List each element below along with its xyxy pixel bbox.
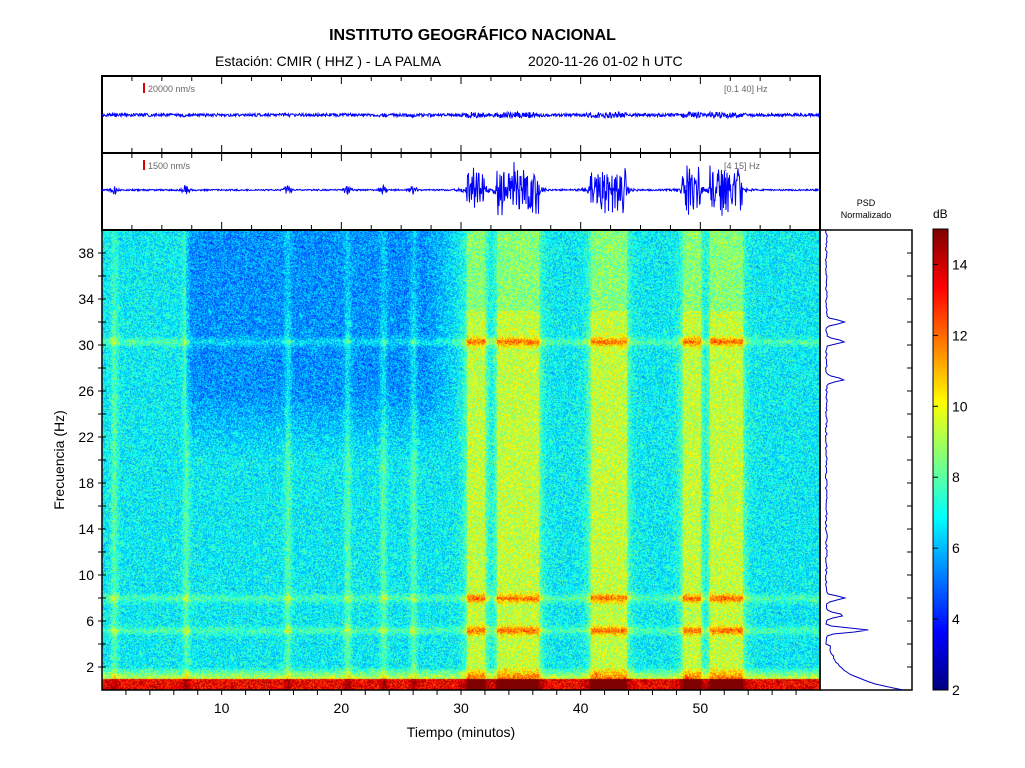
colorbar-tick-label: 10 (952, 398, 968, 414)
datetime-label: 2020-11-26 01-02 h UTC (528, 53, 683, 69)
page-title: INSTITUTO GEOGRÁFICO NACIONAL (329, 27, 616, 44)
colorbar-tick-label: 6 (952, 540, 960, 556)
colorbar-label: dB (933, 207, 948, 221)
y-tick-label: 38 (78, 245, 94, 261)
psd-subtitle: Normalizado (841, 210, 892, 220)
y-tick-label: 10 (78, 567, 94, 583)
colorbar-tick-label: 12 (952, 327, 968, 343)
seismogram-trace-broadband (101, 110, 820, 120)
spectrogram-frame (101, 229, 821, 691)
x-tick-label: 30 (453, 700, 469, 716)
colorbar-frame (932, 228, 949, 691)
scale-bar-icon (143, 83, 145, 93)
y-tick-label: 30 (78, 337, 94, 353)
trace-band-label: [0.1 40] Hz (724, 84, 768, 94)
y-tick-label: 2 (86, 659, 94, 675)
spectrogram-heatmap (102, 230, 820, 690)
colorbar-tick-label: 2 (952, 682, 960, 698)
trace-scale-label: 1500 nm/s (148, 161, 191, 171)
seismogram-trace-filtered (101, 162, 820, 216)
station-label: Estación: CMIR ( HHZ ) - LA PALMA (215, 53, 442, 69)
trace-band-label: [4 15] Hz (724, 161, 761, 171)
colorbar-tick-label: 14 (952, 256, 968, 272)
y-tick-label: 6 (86, 613, 94, 629)
x-tick-label: 50 (693, 700, 709, 716)
psd-title: PSD (857, 198, 876, 208)
y-tick-label: 34 (78, 291, 94, 307)
y-axis-label: Frecuencia (Hz) (51, 410, 67, 510)
colorbar-tick-label: 4 (952, 611, 960, 627)
trace-scale-label: 20000 nm/s (148, 84, 196, 94)
psd-panel (819, 229, 913, 691)
x-tick-label: 10 (214, 700, 230, 716)
x-axis-label: Tiempo (minutos) (407, 724, 515, 740)
colorbar-tick-label: 8 (952, 469, 960, 485)
y-tick-label: 18 (78, 475, 94, 491)
y-tick-label: 22 (78, 429, 94, 445)
y-tick-label: 14 (78, 521, 94, 537)
psd-curve (824, 229, 904, 691)
y-tick-label: 26 (78, 383, 94, 399)
x-tick-label: 40 (573, 700, 589, 716)
colorbar (933, 229, 948, 690)
x-tick-label: 20 (334, 700, 350, 716)
scale-bar-icon (143, 160, 145, 170)
